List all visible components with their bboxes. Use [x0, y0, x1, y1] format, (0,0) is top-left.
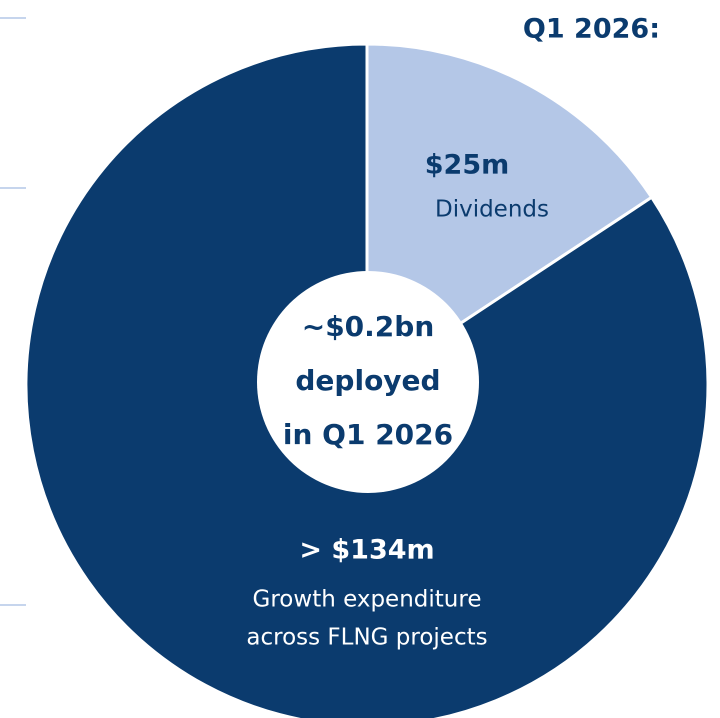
category-label: Growth expenditure [253, 587, 482, 613]
category-label: Dividends [435, 197, 549, 223]
center-text: ~$0.2bn [302, 310, 435, 343]
value-label: > $134m [299, 535, 434, 566]
center-text: in Q1 2026 [283, 418, 453, 451]
center-text: deployed [295, 364, 440, 397]
chart-title: Q1 2026: [523, 14, 660, 45]
donut-hole [257, 271, 479, 493]
category-label: across FLNG projects [246, 625, 487, 651]
value-label: $25m [425, 150, 510, 181]
